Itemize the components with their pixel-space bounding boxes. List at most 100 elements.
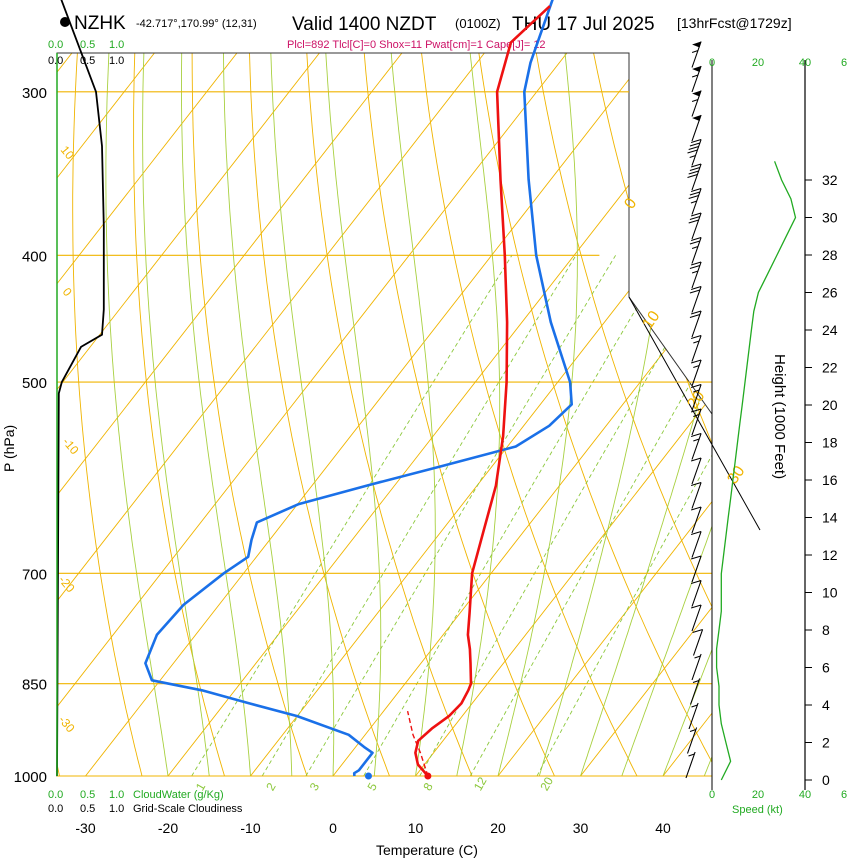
wind-barb-half-flag bbox=[689, 155, 696, 158]
wind-barb-half-flag bbox=[691, 704, 698, 708]
height-axis-label: Height (1000 Feet) bbox=[771, 354, 788, 479]
speed-axis-label: Speed (kt) bbox=[732, 804, 783, 816]
moist-adiabat-label: 30 bbox=[724, 463, 748, 487]
wind-barb bbox=[691, 114, 702, 142]
wind-barb-half-flag bbox=[691, 270, 699, 274]
wind-barb bbox=[690, 482, 702, 509]
mixing-ratio-line bbox=[305, 255, 616, 776]
mixing-ratio-label: 8 bbox=[420, 780, 436, 793]
cloud-top-green-tick-0: 0.0 bbox=[48, 39, 63, 51]
wind-barb-half-flag bbox=[691, 246, 699, 249]
wind-barb bbox=[690, 604, 702, 632]
dry-adiabat-line bbox=[72, 53, 143, 776]
height-tick-label: 2 bbox=[822, 735, 830, 751]
moist-adiabat-line bbox=[386, 53, 436, 776]
wind-barb-flag bbox=[688, 146, 699, 150]
height-tick-label: 32 bbox=[822, 172, 838, 188]
height-tick-label: 22 bbox=[822, 360, 838, 376]
moist-adiabat-line bbox=[456, 53, 501, 776]
isotherm-line bbox=[415, 53, 712, 776]
wind-barb-staff bbox=[691, 482, 702, 509]
moist-adiabat-line bbox=[142, 53, 210, 776]
cloud-bottom-tick-1: 0.5 bbox=[80, 803, 95, 815]
moist-adiabat-line bbox=[105, 53, 169, 776]
wind-barb-flag bbox=[687, 174, 698, 178]
dry-adiabat-line bbox=[525, 53, 712, 776]
isotherm-line bbox=[580, 53, 712, 776]
wind-barb bbox=[691, 65, 702, 93]
mixing-ratio-label: 12 bbox=[471, 774, 490, 793]
wind-barb-flag bbox=[690, 580, 702, 584]
wind-barb-flag bbox=[688, 219, 699, 224]
wind-barb-flag bbox=[690, 531, 702, 535]
height-tick-label: 0 bbox=[822, 772, 830, 788]
wind-barb-staff bbox=[691, 212, 702, 240]
wind-barb-flag bbox=[690, 139, 702, 143]
wind-barb-flag bbox=[690, 457, 702, 462]
wind-barb bbox=[689, 678, 701, 705]
cloudwater-label: CloudWater (g/Kg) bbox=[133, 789, 224, 801]
cloud-bottom-green-tick-0: 0.0 bbox=[48, 789, 63, 801]
height-tick-label: 30 bbox=[822, 210, 838, 226]
wind-barb bbox=[691, 41, 702, 68]
wind-barb bbox=[690, 457, 702, 485]
dry-adiabat-line bbox=[359, 53, 555, 776]
moist-adiabat-line bbox=[222, 53, 293, 776]
wind-barb bbox=[690, 555, 702, 583]
speed-top-tick-2: 40 bbox=[799, 57, 811, 69]
moist-adiabat-line bbox=[538, 53, 674, 776]
wind-barb-flag bbox=[689, 191, 701, 196]
wind-barb bbox=[687, 139, 702, 166]
wind-barb bbox=[691, 90, 702, 117]
wind-barb-staff bbox=[685, 751, 696, 779]
wind-barb-staff bbox=[691, 359, 702, 387]
wind-barb-flag bbox=[690, 286, 702, 290]
wind-barb-flag bbox=[687, 149, 698, 154]
wind-barb bbox=[691, 653, 702, 681]
temperature-tick-label: -20 bbox=[158, 820, 178, 836]
sounding-parameters: Plcl=892 Tlcl[C]=0 Shox=11 Pwat[cm]=1 Ca… bbox=[287, 39, 546, 51]
wind-barb-flag bbox=[689, 314, 701, 318]
wind-barb-staff bbox=[691, 580, 702, 607]
plot-frame bbox=[56, 52, 713, 777]
wind-barb-pennant bbox=[692, 41, 702, 48]
height-tick-label: 20 bbox=[822, 397, 838, 413]
wind-barb-flag bbox=[690, 212, 702, 217]
wind-speed-profile bbox=[711, 60, 797, 790]
speed-top-tick-3: 6 bbox=[841, 57, 847, 69]
mixing-ratio-line bbox=[536, 255, 712, 776]
wind-barb-half-flag bbox=[691, 50, 699, 53]
wind-barb-staff bbox=[691, 433, 702, 460]
wind-barb bbox=[692, 629, 704, 656]
wind-barb-staff bbox=[691, 408, 702, 436]
wind-barb-staff bbox=[691, 335, 702, 362]
station-dot-icon bbox=[60, 17, 70, 27]
wind-barb-flag bbox=[690, 237, 702, 241]
speed-bottom-tick-3: 6 bbox=[841, 789, 847, 801]
wind-barb-staff bbox=[691, 286, 702, 313]
wind-barb-pennant bbox=[692, 66, 702, 72]
wind-barb-staff bbox=[691, 163, 702, 191]
wind-barb bbox=[688, 702, 699, 730]
wind-barb-flag bbox=[689, 142, 701, 147]
surface-dewpoint-marker bbox=[364, 772, 372, 780]
speed-bottom-tick-1: 20 bbox=[752, 789, 764, 801]
wind-barb-staff bbox=[691, 555, 702, 583]
sounding-profiles bbox=[144, 0, 574, 780]
temperature-tick-label: 40 bbox=[655, 820, 671, 836]
height-tick-label: 12 bbox=[822, 547, 838, 563]
wind-barb-flag bbox=[690, 408, 702, 413]
wind-barb-staff bbox=[686, 727, 698, 754]
isotherms bbox=[57, 53, 712, 776]
dry-adiabat-line bbox=[191, 53, 308, 776]
dry-adiabats bbox=[57, 53, 712, 776]
wind-barb-half-flag bbox=[691, 74, 699, 78]
pressure-tick-label: 400 bbox=[22, 248, 47, 265]
height-tick-label: 26 bbox=[822, 285, 838, 301]
parcel-path-line bbox=[406, 710, 429, 777]
skew-edge-line bbox=[628, 296, 761, 531]
dry-adiabat-label: -30 bbox=[56, 713, 78, 736]
cloud-bottom-green-tick-1: 0.5 bbox=[80, 789, 95, 801]
